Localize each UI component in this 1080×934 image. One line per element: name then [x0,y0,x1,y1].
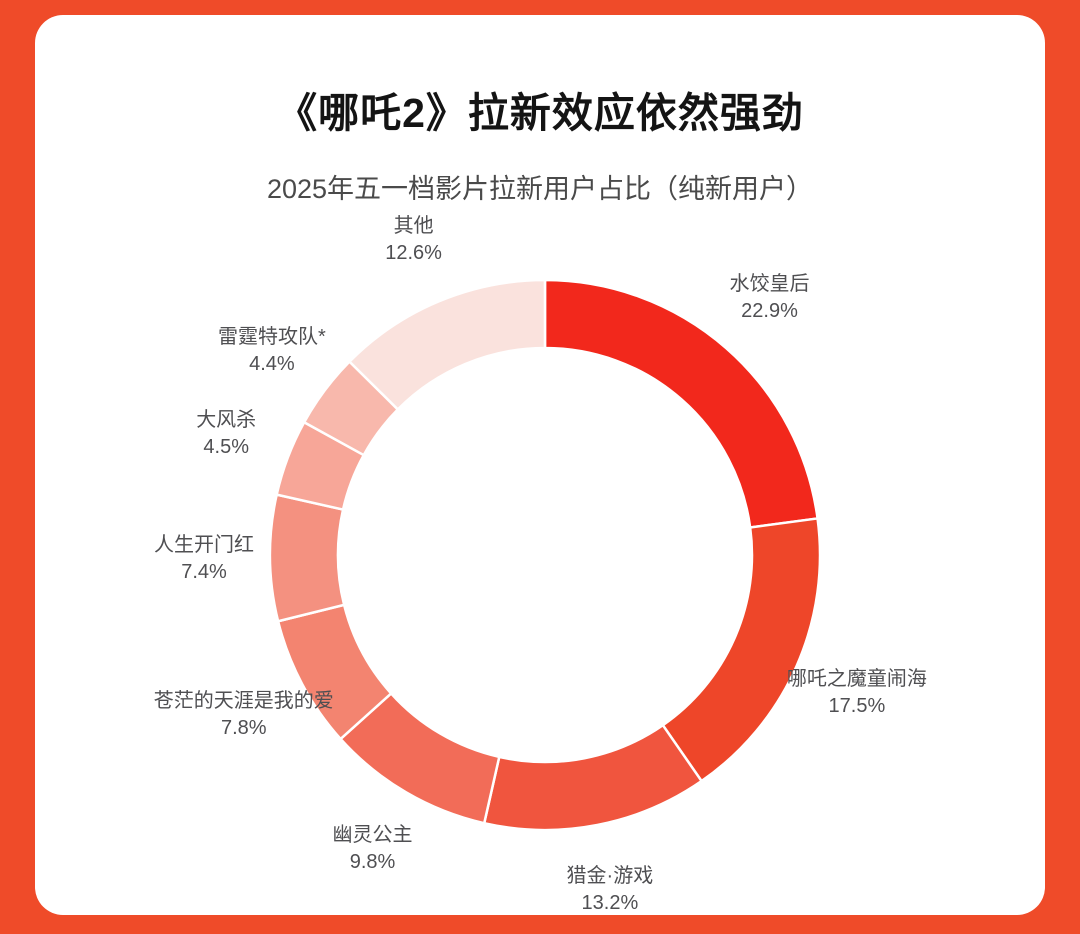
page-title: 《哪吒2》拉新效应依然强劲 [276,90,804,136]
donut-slice-3 [482,723,703,832]
chart-subtitle: 2025年五一档影片拉新用户占比（纯新用户） [266,174,814,204]
donut-slice-9 [348,278,547,411]
donut-slice-1 [543,278,819,529]
donut-slice-2 [661,517,822,783]
donut-slice-6 [268,493,346,623]
